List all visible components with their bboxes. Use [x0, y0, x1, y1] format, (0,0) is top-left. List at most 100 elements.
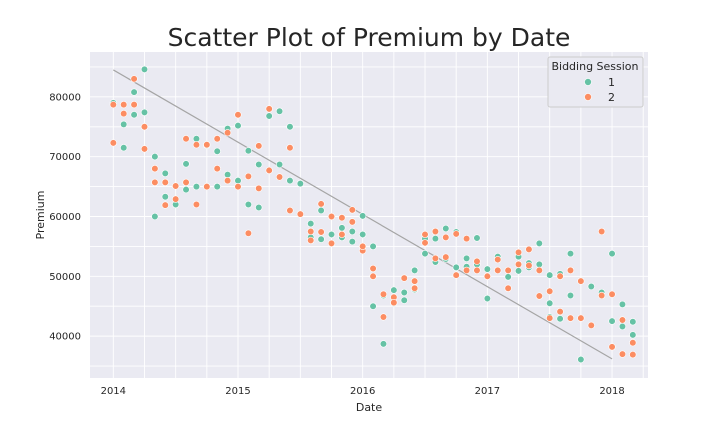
point-session-1	[504, 273, 512, 281]
point-session-1	[535, 239, 543, 248]
point-session-2	[494, 255, 502, 264]
legend-title: Bidding Session	[551, 60, 638, 73]
point-session-2	[546, 287, 554, 295]
point-session-2	[442, 253, 450, 261]
point-session-2	[203, 182, 211, 191]
point-session-1	[359, 230, 367, 239]
point-session-1	[431, 235, 440, 243]
point-session-1	[577, 355, 585, 364]
point-session-1	[275, 160, 284, 169]
point-session-1	[317, 206, 325, 215]
point-session-2	[161, 178, 169, 186]
x-tick-label: 2017	[475, 386, 500, 397]
point-session-2	[244, 172, 252, 181]
point-session-2	[307, 236, 315, 245]
point-session-2	[546, 314, 554, 322]
point-session-2	[286, 144, 294, 152]
point-session-2	[120, 110, 128, 118]
point-session-2	[338, 214, 346, 222]
point-session-2	[566, 314, 575, 322]
point-session-1	[452, 263, 460, 271]
point-session-1	[161, 169, 169, 178]
point-session-1	[213, 182, 221, 191]
point-session-2	[587, 321, 595, 329]
point-session-1	[587, 282, 595, 291]
x-axis-label: Date	[356, 401, 383, 414]
point-session-1	[556, 315, 564, 323]
point-session-2	[442, 233, 450, 242]
point-session-2	[327, 212, 336, 221]
point-session-1	[618, 322, 627, 331]
point-session-1	[286, 123, 294, 131]
point-session-1	[120, 120, 128, 128]
point-session-1	[411, 266, 419, 274]
point-session-1	[379, 340, 388, 348]
point-session-2	[504, 284, 512, 292]
point-session-2	[369, 264, 377, 273]
point-session-2	[462, 235, 471, 243]
point-session-2	[598, 227, 606, 236]
point-session-2	[327, 239, 336, 248]
point-session-2	[390, 299, 398, 307]
point-session-1	[307, 220, 315, 228]
point-session-2	[629, 351, 637, 359]
point-session-2	[359, 242, 367, 251]
point-session-1	[566, 291, 575, 300]
point-session-1	[546, 299, 554, 307]
point-session-2	[473, 266, 481, 274]
point-session-2	[192, 200, 201, 209]
point-session-2	[618, 350, 627, 358]
point-session-2	[535, 266, 543, 274]
point-session-1	[192, 182, 201, 191]
point-session-1	[338, 224, 346, 232]
point-session-2	[130, 101, 138, 109]
point-session-1	[255, 160, 263, 169]
point-session-1	[140, 65, 149, 73]
point-session-1	[130, 111, 138, 119]
point-session-1	[151, 153, 159, 161]
point-session-1	[421, 249, 429, 258]
point-session-2	[182, 178, 190, 186]
point-session-1	[514, 267, 523, 275]
point-session-1	[182, 185, 190, 194]
point-session-2	[452, 230, 460, 238]
point-session-2	[130, 75, 138, 83]
y-tick-labels: 40000 50000 60000 70000 80000	[49, 92, 81, 342]
point-session-2	[151, 178, 159, 186]
point-session-1	[234, 121, 242, 130]
point-session-2	[577, 314, 585, 322]
point-session-2	[504, 266, 512, 274]
point-session-2	[421, 230, 429, 239]
point-session-2	[286, 206, 294, 215]
legend-label-1: 1	[608, 76, 615, 89]
point-session-2	[317, 200, 325, 208]
point-session-2	[140, 145, 149, 153]
point-session-2	[213, 165, 221, 173]
point-session-2	[629, 339, 637, 347]
point-session-1	[317, 235, 325, 243]
point-session-1	[348, 227, 356, 236]
legend-marker-1	[584, 78, 592, 86]
point-session-2	[618, 316, 627, 324]
point-session-2	[608, 343, 616, 351]
point-session-2	[411, 284, 419, 292]
point-session-1	[369, 242, 377, 251]
point-session-2	[525, 261, 533, 270]
chart-title: Scatter Plot of Premium by Date	[168, 23, 571, 52]
point-session-2	[224, 129, 232, 137]
point-session-2	[348, 218, 356, 226]
point-session-2	[234, 111, 242, 119]
point-session-1	[151, 212, 159, 221]
point-session-2	[255, 184, 263, 192]
point-session-2	[348, 206, 356, 214]
point-session-2	[452, 271, 460, 279]
point-session-1	[140, 108, 149, 117]
point-session-2	[598, 291, 606, 300]
point-session-2	[473, 257, 481, 265]
point-session-1	[130, 88, 138, 96]
point-session-2	[151, 165, 159, 173]
point-session-1	[161, 193, 169, 201]
point-session-1	[255, 203, 263, 212]
point-session-1	[608, 249, 616, 258]
